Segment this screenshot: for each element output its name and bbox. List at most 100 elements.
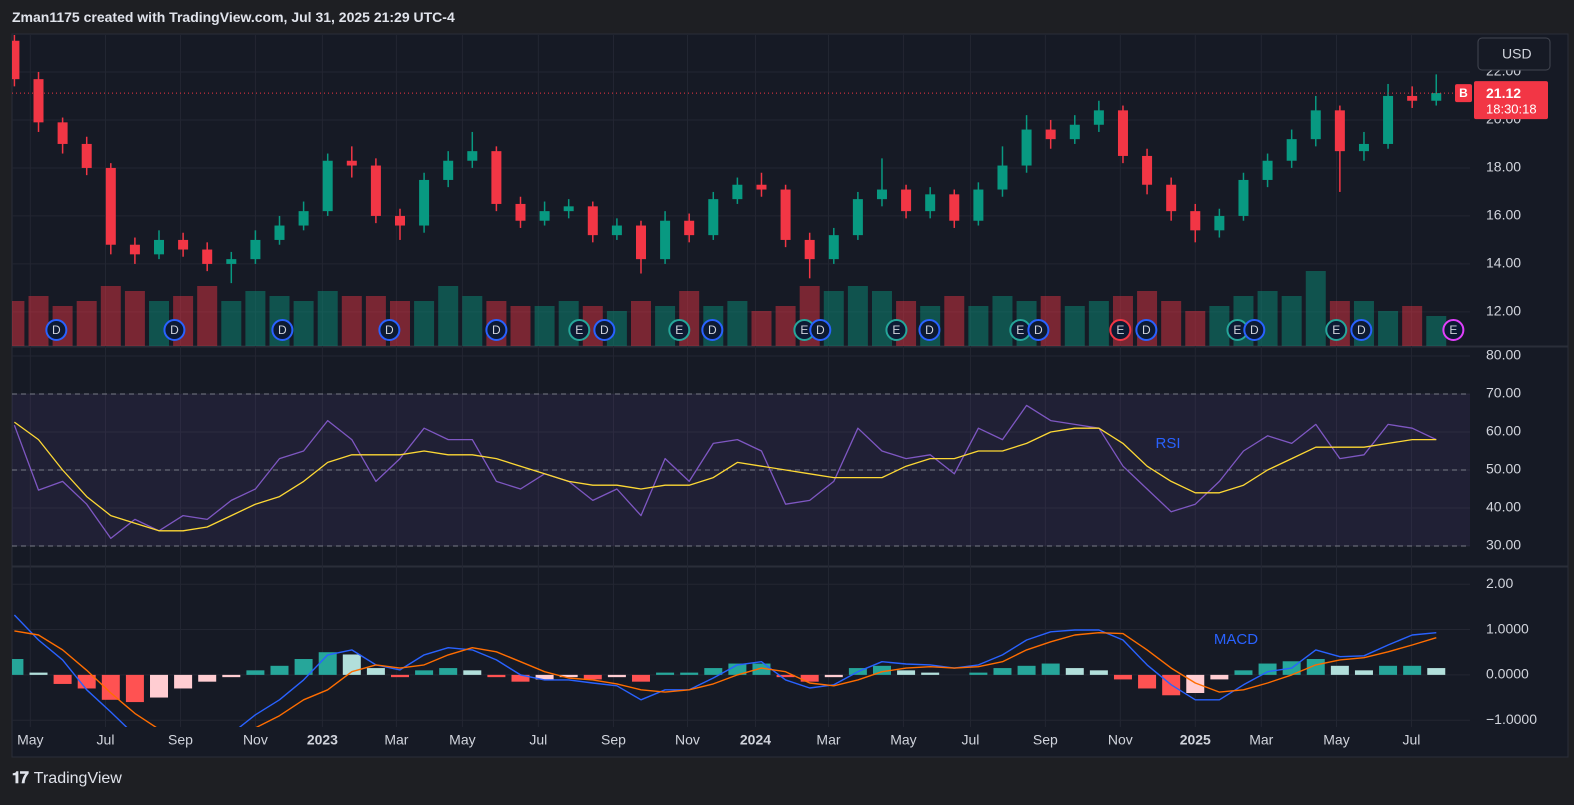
chart-background: [11, 33, 1569, 758]
event-marker: [809, 319, 832, 341]
candle-body: [635, 225, 646, 260]
histogram-bar: [439, 668, 458, 675]
candle-body: [1069, 124, 1080, 140]
candle-body: [732, 184, 743, 200]
logo-icon: 𝟏𝟕: [12, 770, 29, 787]
volume-bar: [438, 286, 459, 346]
candle-body: [274, 225, 285, 240]
candle-body: [1286, 139, 1297, 161]
candle-body: [828, 235, 839, 260]
histogram-bar: [1379, 665, 1398, 675]
candle-body: [394, 215, 405, 226]
volume-bar: [124, 291, 145, 346]
event-marker: [1243, 319, 1266, 341]
event-label: E: [575, 323, 583, 337]
candle-body: [322, 160, 333, 212]
candle-body: [587, 206, 598, 236]
event-marker: [593, 319, 616, 341]
pane-title: RSI: [1155, 435, 1180, 452]
histogram-bar: [246, 670, 265, 675]
event-marker: [163, 319, 186, 341]
pane-title: MACD: [1214, 631, 1258, 648]
currency-button[interactable]: [1477, 37, 1551, 71]
y-tick-label: 70.00: [1486, 385, 1521, 401]
candle-body: [1407, 95, 1418, 101]
y-tick-label: 12.00: [1486, 303, 1521, 319]
volume-bar: [1161, 301, 1182, 346]
histogram-bar: [174, 674, 193, 689]
macd-pane: MACD: [12, 614, 1446, 727]
volume-bar: [992, 296, 1013, 346]
histogram-bar: [1427, 668, 1446, 675]
candle-body: [178, 239, 189, 250]
candle-body: [346, 160, 357, 166]
histogram-bar: [415, 670, 434, 675]
event-label: E: [1332, 323, 1340, 337]
histogram-bar: [583, 674, 602, 680]
volume-bar: [1281, 296, 1302, 346]
candle-body: [1166, 184, 1177, 212]
candle-body: [1334, 110, 1345, 152]
x-tick-label: May: [890, 732, 916, 748]
candle-body: [1117, 110, 1128, 156]
histogram-bar: [390, 674, 409, 678]
histogram-bar: [294, 659, 313, 675]
histogram-bar: [752, 663, 771, 675]
histogram-bar: [1403, 665, 1422, 675]
candle-body: [563, 206, 574, 212]
volume-bar: [28, 296, 49, 346]
event-label: D: [492, 323, 501, 337]
candle-body: [756, 184, 767, 190]
volume-bar: [341, 296, 362, 346]
volume-bar: [1185, 311, 1206, 346]
y-tick-label: 1.0000: [1486, 620, 1529, 636]
histogram-bar: [559, 674, 578, 678]
histogram-bar: [535, 674, 554, 680]
last-price-label: 21.12: [1486, 85, 1521, 101]
volume-bar: [1305, 271, 1326, 346]
histogram-bar: [631, 674, 650, 682]
currency-label[interactable]: USD: [1502, 46, 1532, 62]
histogram-bar: [222, 674, 241, 678]
volume-bar: [968, 306, 989, 346]
volume-bar: [630, 301, 651, 346]
histogram-bar: [1354, 670, 1373, 675]
event-label: D: [1142, 323, 1151, 337]
candle-body: [202, 249, 213, 264]
candle-body: [57, 122, 68, 144]
candle-body: [12, 40, 20, 80]
x-tick-label: Jul: [1402, 732, 1420, 748]
histogram-bar: [1089, 670, 1108, 675]
histogram-bar: [318, 652, 337, 675]
candle-body: [515, 203, 526, 221]
candle-body: [1093, 110, 1104, 125]
histogram-bar: [656, 672, 675, 675]
x-tick-label: Jul: [529, 732, 547, 748]
candle-body: [226, 259, 237, 264]
y-tick-label: 18.00: [1486, 159, 1521, 175]
event-label: D: [925, 323, 934, 337]
volume-bar: [1402, 306, 1423, 346]
event-marker: [885, 319, 908, 341]
event-marker: [1135, 319, 1158, 341]
badge-box: [1455, 84, 1472, 103]
histogram-bar: [53, 674, 72, 684]
x-tick-label: Nov: [1108, 732, 1133, 748]
event-label: E: [1449, 323, 1457, 337]
histogram-bar: [366, 668, 385, 675]
event-marker: [701, 319, 724, 341]
volume-bar: [462, 296, 483, 346]
y-tick-label: 0.0000: [1486, 666, 1529, 682]
candle-body: [129, 244, 140, 255]
event-label: D: [1034, 323, 1043, 337]
countdown-label: 18:30:18: [1486, 102, 1537, 117]
candle-body: [491, 151, 502, 204]
x-tick-label: Mar: [1249, 732, 1273, 748]
event-label: E: [675, 323, 683, 337]
volume-bar: [149, 301, 170, 346]
histogram-bar: [463, 670, 482, 675]
candle-body: [804, 239, 815, 260]
candle-body: [419, 179, 430, 226]
y-tick-label: 50.00: [1486, 461, 1521, 477]
